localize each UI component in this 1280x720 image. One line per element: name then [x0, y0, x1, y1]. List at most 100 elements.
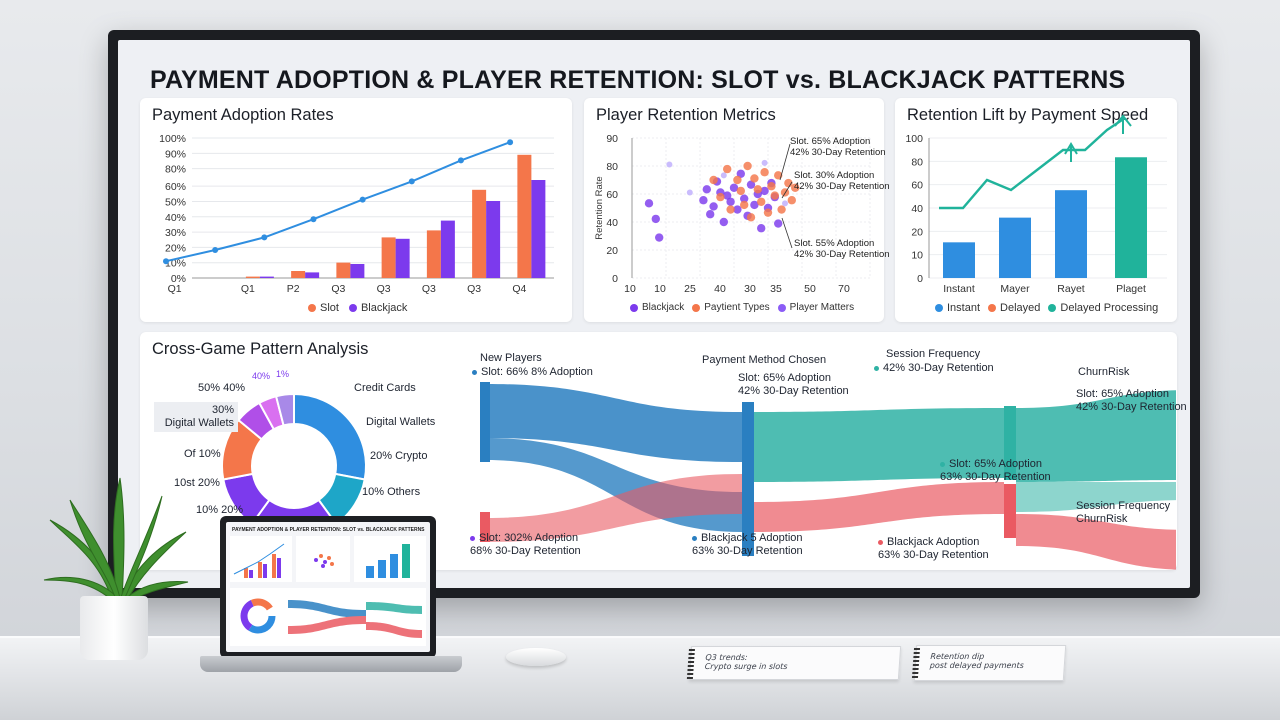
y-tick-label: 0 [612, 273, 618, 285]
y-tick-label: 0% [171, 273, 186, 285]
scatter-point [743, 161, 752, 171]
y-tick-label: 100% [159, 133, 186, 145]
legend-player-matters: Player Matters [777, 302, 855, 313]
scatter-point [750, 174, 759, 183]
x-tick-label: Instant [943, 283, 975, 295]
lift-trend-line [939, 117, 1126, 210]
retention-annotation-2: Slot. 30% Adoption 42% 30-Day Retention [794, 170, 890, 192]
trend-point [212, 247, 219, 253]
slot-lower-dot [940, 461, 945, 467]
bar-blackjack [305, 272, 320, 278]
trend-point [163, 258, 169, 265]
mini-scatter [314, 554, 334, 568]
new-players-sub: Slot: 66% 8% Adoption [472, 366, 593, 379]
scatter-point [706, 210, 715, 219]
legend-blackjack: Blackjack [630, 302, 684, 313]
donut-label-left-2-text: 30% Digital Wallets [164, 404, 234, 429]
legend-delayed-processing: Delayed Processing [1048, 302, 1158, 314]
retention-legend-3: Player Matters [789, 302, 855, 313]
legend-slot-label: Slot [320, 302, 339, 314]
bottom-mid-label: Blackjack 5 Adoption 63% 30-Day Retention [692, 532, 803, 558]
sankey-flow [1016, 390, 1176, 482]
scatter-point [716, 192, 725, 202]
y-axis-label: Retention Rate [594, 176, 605, 239]
scatter-point [780, 188, 790, 197]
x-tick-label: 35 [770, 283, 782, 295]
slot-mid-label: Slot: 65% Adoption 42% 30-Day Retention [738, 372, 849, 398]
notebook-spiral [686, 649, 695, 679]
trend-point [507, 139, 514, 146]
donut-label-others: 10% Others [362, 486, 421, 498]
mini-lift [366, 544, 410, 578]
y-tick-label: 40 [606, 217, 618, 229]
bottom-right-dot [878, 539, 883, 545]
annotation-3-text: Slot. 55% Adoption 42% 30-Day Retention [794, 238, 890, 260]
scatter-point [757, 224, 766, 233]
crossgame-title: Cross-Game Pattern Analysis [152, 340, 369, 358]
lift-legend: Instant Delayed Delayed Processing [935, 302, 1158, 314]
wall-monitor: PAYMENT ADOPTION & PLAYER RETENTION: SLO… [108, 30, 1200, 598]
scatter-point [699, 196, 708, 205]
scatter-point [651, 214, 660, 224]
scatter-point [770, 191, 779, 200]
scatter-point [655, 233, 664, 242]
bottom-right-text: Blackjack Adoption 63% 30-Day Retention [878, 536, 989, 561]
stage-churn-risk: ChurnRisk [1078, 366, 1130, 378]
scatter-point [746, 213, 756, 222]
scatter-point [777, 205, 786, 214]
notebook-right: Retention dip post delayed payments [911, 645, 1067, 681]
x-tick-label: Q3 [377, 283, 391, 295]
churn-top-text: Slot: 65% Adoption 42% 30-Day Retention [1076, 388, 1187, 413]
trend-point [359, 196, 366, 203]
scatter-point [782, 200, 788, 207]
scatter-point [729, 183, 739, 192]
slot-lower-text: Slot: 65% Adoption 63% 30-Day Retention [940, 458, 1051, 483]
y-tick-label: 0 [917, 273, 923, 285]
donut-label-left-5: 10% 20% [196, 504, 244, 516]
trend-point [408, 178, 415, 185]
y-tick-label: 40% [165, 212, 186, 224]
retention-legend-2: Paytient Types [704, 302, 770, 313]
y-tick-label: 60 [606, 189, 618, 201]
scatter-point [709, 175, 718, 185]
y-tick-label: 100 [905, 133, 923, 145]
scatter-point [686, 189, 693, 196]
adoption-title: Payment Adoption Rates [152, 106, 334, 124]
scatter-point [740, 200, 749, 210]
legend-blackjack-label: Blackjack [360, 302, 408, 314]
bar-slot [291, 271, 306, 278]
sankey-node [480, 382, 490, 462]
y-tick-label: 90% [165, 148, 186, 160]
churn-bottom-label: Session Frequency ChurnRisk [1076, 500, 1170, 526]
adoption-trend-line [165, 141, 511, 263]
annotation-leader [779, 143, 791, 181]
x-tick-label: Q4 [512, 283, 526, 295]
laptop-base [200, 656, 462, 672]
adoption-legend: Slot Blackjack [308, 302, 407, 314]
retention-annotation-3: Slot. 55% Adoption 42% 30-Day Retention [794, 238, 890, 260]
bar-blackjack [395, 238, 410, 278]
notebook-left-note: Q3 trends: Crypto surge in slots [704, 653, 788, 671]
scatter-point [774, 219, 783, 228]
instant-swatch [935, 304, 943, 312]
churn-bottom-text: Session Frequency ChurnRisk [1076, 500, 1171, 525]
crossgame-panel: Cross-Game Pattern Analysis Credit Cards… [140, 332, 1187, 570]
retention-panel: Player Retention Metrics 0 20 40 60 80 90 10 10… [584, 98, 890, 322]
y-tick-label: 30% [165, 227, 186, 239]
session-dot [874, 365, 879, 371]
x-tick-label: 30 [744, 283, 756, 295]
scatter-point [767, 182, 776, 191]
bar-instant [943, 242, 975, 278]
mini-bars [233, 543, 285, 578]
laptop-display: PAYMENT ADOPTION & PLAYER RETENTION: SLO… [226, 522, 430, 652]
sankey-node [1004, 484, 1016, 538]
scatter-point [702, 185, 711, 194]
scatter-point [750, 200, 759, 210]
annotation-1-text: Slot. 65% Adoption 42% 30-Day Retention [790, 136, 886, 158]
bottom-mid-dot [692, 535, 697, 541]
bar-slot [472, 189, 487, 278]
session-sub: 42% 30-Day Retention [874, 362, 994, 375]
adoption-panel: Payment Adoption Rates 0% 10% 20% 30% 40% 50%… [140, 98, 572, 322]
churn-top-label: Slot: 65% Adoption 42% 30-Day Retention [1076, 388, 1187, 414]
stage-session-frequency: Session Frequency [886, 348, 981, 360]
